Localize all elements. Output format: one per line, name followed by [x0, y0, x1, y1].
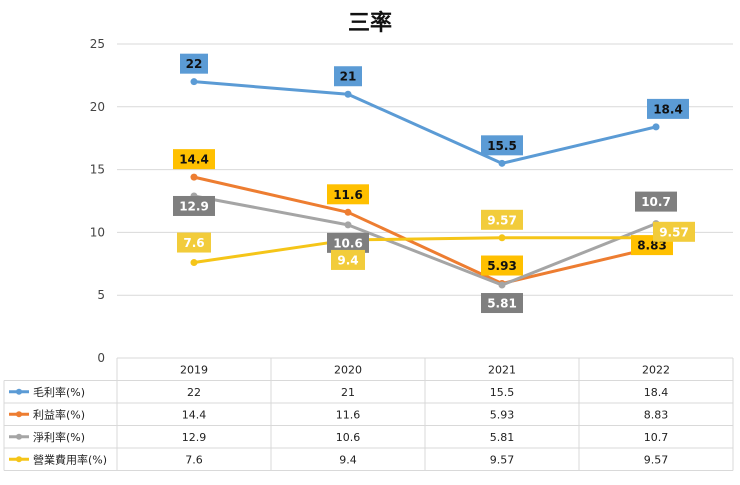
y-tick-label: 25 [90, 37, 105, 51]
series-lines [190, 78, 660, 289]
data-label: 22 [186, 57, 203, 71]
data-label: 18.4 [653, 102, 683, 116]
table-cell: 18.4 [644, 386, 669, 399]
data-table: 2019 2020 2021 2022 毛利率(%) 22 21 15.5 18.4 利益率(%)… [3, 357, 734, 471]
y-tick-label: 10 [90, 225, 105, 239]
y-tick-label: 5 [97, 288, 105, 302]
table-cell: 5.93 [490, 408, 515, 421]
y-tick-label: 15 [90, 163, 105, 177]
table-cell: 21 [341, 386, 355, 399]
data-label: 5.93 [487, 259, 517, 273]
legend-label: 營業費用率(%) [33, 452, 107, 466]
table-cell: 5.81 [490, 431, 515, 444]
legend-marker [16, 433, 22, 440]
data-label-box [653, 221, 695, 242]
table-cell: 10.7 [644, 431, 669, 444]
data-label: 12.9 [179, 199, 209, 213]
data-point [190, 78, 198, 86]
y-axis-ticks: 0 5 10 15 20 25 [90, 37, 105, 365]
table-cell: 22 [187, 386, 201, 399]
data-label-box [481, 255, 523, 276]
data-label: 15.5 [487, 139, 517, 153]
legend-marker [16, 388, 22, 395]
data-label-box [647, 98, 689, 119]
data-label-box [180, 53, 208, 74]
series-line-3 [193, 236, 656, 265]
table-cell: 12.9 [182, 431, 207, 444]
table-cell: 11.6 [336, 408, 361, 421]
data-labels: 22 21 15.5 18.4 14.4 11.6 5.93 8.83 12.9 10.6 5.81… [173, 53, 695, 314]
data-label: 10.6 [333, 236, 363, 250]
legend-label: 淨利率(%) [33, 430, 85, 444]
data-point [190, 173, 198, 181]
data-point [652, 123, 660, 131]
data-label-box [635, 191, 677, 212]
data-label-box [173, 195, 215, 216]
table-header-cell: 2021 [488, 363, 516, 376]
data-point [344, 90, 352, 98]
data-point [190, 259, 198, 267]
data-label: 9.57 [659, 225, 689, 239]
table-cell: 14.4 [182, 408, 207, 421]
data-label: 11.6 [333, 188, 363, 202]
data-label: 21 [340, 70, 357, 84]
data-label-box [481, 209, 523, 230]
y-tick-label: 20 [90, 100, 105, 114]
series-line-2 [193, 194, 657, 287]
data-label: 14.4 [179, 153, 209, 167]
data-point [498, 281, 506, 289]
legend-marker [16, 456, 22, 463]
data-label: 8.83 [637, 239, 667, 253]
data-point [498, 234, 506, 242]
data-point [344, 221, 352, 229]
y-tick-label: 0 [97, 351, 105, 365]
table-cell: 9.57 [644, 453, 669, 466]
data-label: 9.57 [487, 213, 517, 227]
chart-title: 三率 [348, 10, 392, 36]
table-cell: 7.6 [185, 453, 203, 466]
legend-label: 利益率(%) [33, 407, 85, 421]
data-label-box [327, 232, 369, 253]
data-label-box [334, 66, 362, 87]
data-label: 7.6 [183, 236, 204, 250]
table-cell: 9.4 [339, 453, 357, 466]
table-cell: 15.5 [490, 386, 515, 399]
table-header-cell: 2020 [334, 363, 362, 376]
data-label-box [331, 249, 365, 270]
data-label-box [481, 293, 523, 314]
series-line-0 [193, 80, 657, 165]
data-point [498, 159, 506, 167]
data-label: 5.81 [487, 297, 517, 311]
legend-label: 毛利率(%) [33, 385, 85, 399]
data-label-box [173, 149, 215, 170]
data-label-box [177, 232, 211, 253]
data-label: 10.7 [641, 195, 671, 209]
table-cell: 9.57 [490, 453, 515, 466]
series-line-1 [193, 175, 657, 286]
data-label-box [481, 135, 523, 156]
table-cell: 10.6 [336, 431, 361, 444]
legend-marker [16, 411, 22, 418]
data-label: 9.4 [337, 253, 358, 267]
table-header-cell: 2019 [180, 363, 208, 376]
data-point [344, 208, 352, 216]
table-header-cell: 2022 [642, 363, 670, 376]
table-cell: 8.83 [644, 408, 669, 421]
data-label-box [327, 184, 369, 205]
